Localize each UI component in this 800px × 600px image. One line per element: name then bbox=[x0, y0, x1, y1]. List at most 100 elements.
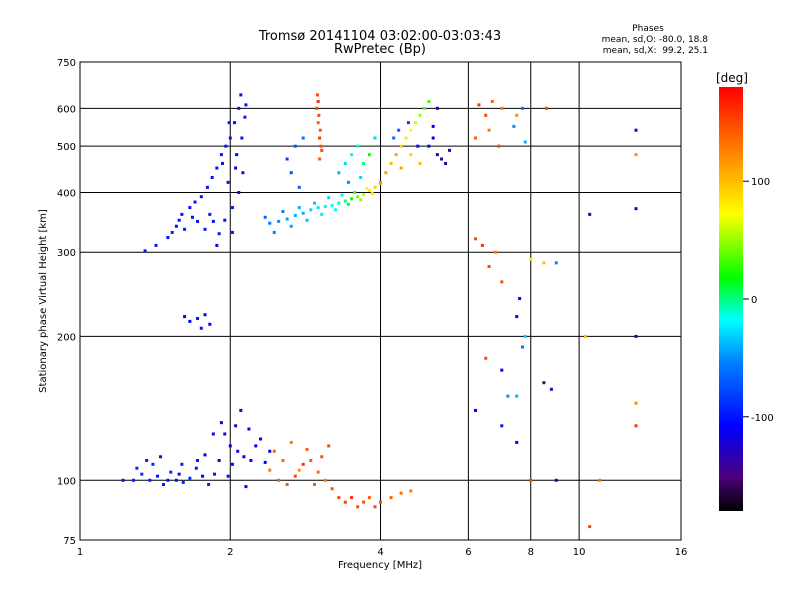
colorbar-tick-label: -100 bbox=[751, 413, 774, 424]
data-point bbox=[320, 148, 324, 152]
data-point bbox=[529, 478, 533, 482]
data-point bbox=[523, 334, 527, 338]
y-tick-label: 75 bbox=[63, 536, 76, 547]
data-point bbox=[180, 212, 184, 216]
data-point bbox=[249, 458, 253, 462]
data-point bbox=[320, 212, 324, 216]
data-point bbox=[230, 206, 234, 210]
data-point bbox=[359, 198, 363, 202]
data-point bbox=[154, 243, 158, 247]
data-point bbox=[183, 315, 187, 319]
data-point bbox=[353, 190, 357, 194]
data-point bbox=[215, 243, 219, 247]
data-point bbox=[337, 496, 341, 500]
data-point bbox=[224, 144, 228, 148]
data-point bbox=[234, 424, 238, 428]
data-point bbox=[435, 106, 439, 110]
data-point bbox=[219, 153, 223, 157]
data-point bbox=[404, 136, 408, 140]
data-point bbox=[312, 201, 316, 205]
data-point bbox=[188, 476, 192, 480]
x-tick-label: 16 bbox=[675, 547, 688, 558]
data-point bbox=[194, 466, 198, 470]
data-point bbox=[477, 103, 481, 107]
data-point bbox=[416, 144, 420, 148]
data-point bbox=[210, 175, 214, 179]
data-point bbox=[316, 121, 320, 125]
data-point bbox=[588, 525, 592, 529]
data-point bbox=[272, 449, 276, 453]
data-point bbox=[367, 188, 371, 192]
data-point bbox=[473, 136, 477, 140]
y-tick-label: 100 bbox=[57, 476, 76, 487]
phases-legend-line-x: mean, sd,X: 99.2, 25.1 bbox=[603, 46, 708, 56]
data-point bbox=[409, 489, 413, 493]
data-point bbox=[370, 192, 374, 196]
data-point bbox=[362, 500, 366, 504]
data-point bbox=[399, 166, 403, 170]
data-point bbox=[330, 487, 334, 491]
data-point bbox=[440, 157, 444, 161]
data-point bbox=[166, 478, 170, 482]
data-point bbox=[237, 190, 241, 194]
data-point bbox=[241, 171, 245, 175]
colorbar-ticks: 100 0 -100 bbox=[743, 177, 774, 424]
y-tick-label: 200 bbox=[57, 332, 76, 343]
data-point bbox=[343, 161, 347, 165]
data-point bbox=[148, 478, 152, 482]
data-point bbox=[297, 185, 301, 189]
x-tick-label: 4 bbox=[377, 547, 383, 558]
data-point bbox=[518, 297, 522, 301]
data-point bbox=[418, 113, 422, 117]
data-point bbox=[389, 161, 393, 165]
data-point bbox=[263, 460, 267, 464]
data-point bbox=[315, 106, 319, 110]
data-point bbox=[268, 468, 272, 472]
data-point bbox=[242, 455, 246, 459]
data-point bbox=[203, 453, 207, 457]
phases-legend-line-o: mean, sd,O: -80.0, 18.8 bbox=[602, 35, 709, 45]
data-point bbox=[297, 468, 301, 472]
data-point bbox=[293, 474, 297, 478]
y-tick-label: 500 bbox=[57, 142, 76, 153]
data-point bbox=[196, 458, 200, 462]
chart-title: Tromsø 20141104 03:02:00-03:03:43 bbox=[258, 29, 501, 44]
data-point bbox=[309, 458, 313, 462]
data-point bbox=[140, 472, 144, 476]
data-point bbox=[281, 210, 285, 214]
y-tick-label: 750 bbox=[57, 58, 76, 69]
data-point bbox=[435, 153, 439, 157]
grid bbox=[80, 62, 681, 540]
data-point bbox=[316, 206, 320, 210]
data-point bbox=[227, 121, 231, 125]
x-tick-label: 1 bbox=[77, 547, 83, 558]
data-point bbox=[554, 261, 558, 265]
data-point bbox=[337, 201, 341, 205]
data-point bbox=[289, 224, 293, 228]
colorbar-tick-label: 0 bbox=[751, 295, 757, 306]
data-point bbox=[318, 157, 322, 161]
data-point bbox=[365, 186, 369, 190]
data-point bbox=[239, 408, 243, 412]
data-point bbox=[515, 315, 519, 319]
data-point bbox=[588, 212, 592, 216]
data-point bbox=[285, 482, 289, 486]
chart-title-block: Tromsø 20141104 03:02:00-03:03:43 RwPret… bbox=[258, 29, 501, 57]
data-point bbox=[431, 124, 435, 128]
data-point bbox=[166, 236, 170, 240]
data-point bbox=[362, 193, 366, 197]
data-point bbox=[281, 458, 285, 462]
data-point bbox=[143, 249, 147, 253]
data-point bbox=[330, 203, 334, 207]
data-point bbox=[542, 261, 546, 265]
data-point bbox=[350, 197, 354, 201]
data-point bbox=[228, 444, 232, 448]
data-point bbox=[392, 136, 396, 140]
data-point bbox=[409, 128, 413, 132]
data-point bbox=[277, 219, 281, 223]
data-point bbox=[542, 381, 546, 385]
data-point bbox=[180, 462, 184, 466]
data-point bbox=[520, 106, 524, 110]
data-point bbox=[196, 316, 200, 320]
data-point bbox=[201, 474, 205, 478]
